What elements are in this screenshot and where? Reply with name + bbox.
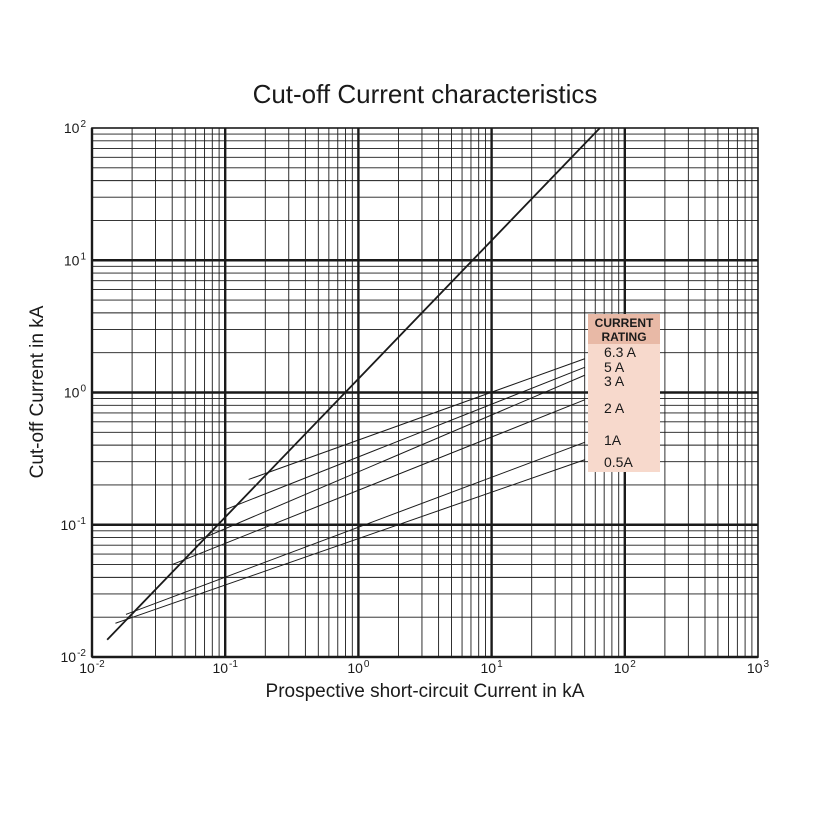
series-line-4 <box>125 441 585 615</box>
y-tick-label: 10-2 <box>61 648 87 665</box>
legend-header-line: CURRENT <box>595 316 654 330</box>
legend-item-3: 2 A <box>604 400 625 416</box>
legend-item-0: 6.3 A <box>604 344 637 360</box>
series-line-5 <box>115 459 585 624</box>
x-tick-label: 10-1 <box>212 659 238 676</box>
legend-header-box <box>588 314 660 344</box>
series-line-2 <box>195 374 585 542</box>
legend-header-line: RATING <box>601 330 646 344</box>
x-tick-label: 101 <box>481 659 504 676</box>
y-tick-labels: 10-2 10-1 100 101 102 <box>61 119 87 665</box>
y-tick-label: 10-1 <box>61 516 87 533</box>
x-tick-labels: 10-2 10-1 100 101 102 103 <box>79 659 769 676</box>
series-line-0 <box>248 358 585 480</box>
legend-item-5: 0.5A <box>604 454 633 470</box>
y-axis-label: Cut-off Current in kA <box>27 305 48 478</box>
series-lines <box>106 127 601 641</box>
x-axis-label: Prospective short-circuit Current in kA <box>266 681 585 702</box>
chart-title: Cut-off Current characteristics <box>253 79 598 109</box>
grid <box>90 127 759 659</box>
plot-frame <box>91 127 759 658</box>
y-tick-label: 102 <box>64 119 87 136</box>
series-line-3 <box>172 399 585 566</box>
y-tick-label: 101 <box>64 251 87 268</box>
legend-item-4: 1A <box>604 432 622 448</box>
peak-current-line <box>106 127 601 641</box>
series-line-1 <box>225 366 585 511</box>
x-tick-label: 103 <box>747 659 770 676</box>
legend-item-2: 3 A <box>604 373 625 389</box>
x-tick-label: 100 <box>347 659 370 676</box>
x-tick-label: 102 <box>614 659 637 676</box>
y-tick-label: 100 <box>64 384 87 401</box>
legend-item-1: 5 A <box>604 359 625 375</box>
x-tick-label: 10-2 <box>79 659 105 676</box>
